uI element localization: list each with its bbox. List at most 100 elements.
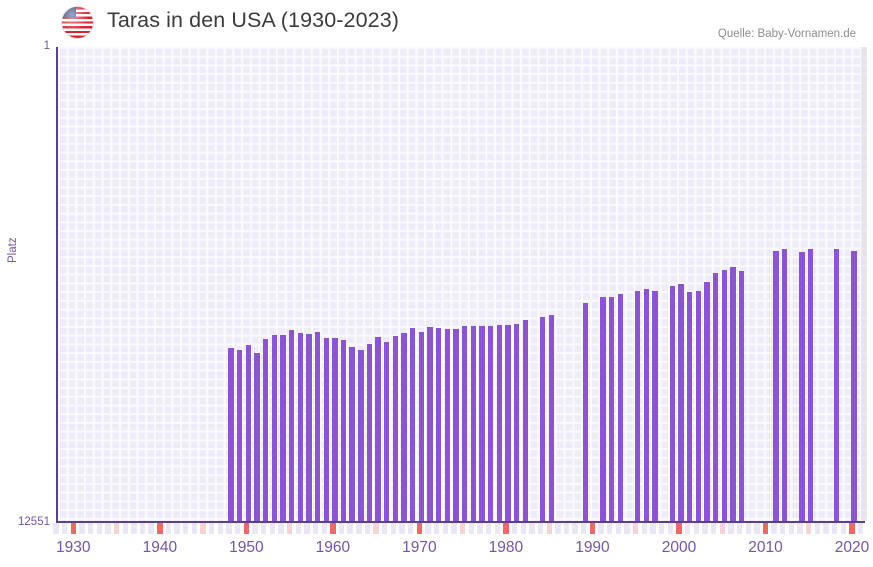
- x-axis-label: 1990: [575, 539, 610, 556]
- x-axis-tick-minor: [615, 523, 622, 534]
- bar: [548, 314, 554, 521]
- flag-gloss: [62, 7, 93, 38]
- x-axis-tick-minor: [139, 523, 146, 534]
- x-axis-tick-minor: [563, 523, 570, 534]
- x-axis-tick-minor: [61, 523, 68, 534]
- x-axis-tick-minor: [832, 523, 838, 534]
- x-axis-tick-minor: [667, 523, 673, 534]
- x-axis-tick-minor: [598, 523, 604, 534]
- x-axis-tick-minor: [286, 523, 293, 534]
- x-axis-tick-minor: [113, 523, 120, 534]
- x-axis-tick-minor: [174, 523, 180, 534]
- x-axis-tick-minor: [105, 523, 111, 534]
- x-axis-tick-major: [849, 523, 855, 534]
- x-axis-tick-minor: [347, 523, 353, 534]
- bar: [349, 346, 355, 521]
- x-axis-tick-minor: [226, 523, 232, 534]
- bar: [314, 332, 321, 521]
- x-axis-tick-minor: [304, 523, 310, 534]
- x-axis-tick-minor: [728, 523, 734, 534]
- bar: [427, 327, 433, 521]
- x-axis-tick-minor: [468, 523, 474, 534]
- x-axis-tick-minor: [79, 523, 85, 534]
- x-axis-tick-minor: [814, 523, 821, 534]
- bar: [366, 344, 373, 521]
- x-axis-tick-minor: [840, 523, 847, 534]
- bar: [470, 325, 476, 521]
- bar: [237, 350, 243, 521]
- bar: [392, 335, 399, 521]
- y-axis-top-label: 1: [43, 40, 50, 52]
- x-axis-tick-minor: [477, 523, 483, 534]
- bar: [635, 290, 641, 521]
- bar: [617, 293, 624, 521]
- bar: [297, 332, 303, 521]
- bar: [539, 317, 546, 521]
- x-axis-tick-minor: [217, 523, 224, 534]
- bar: [600, 297, 606, 521]
- bar: [453, 329, 459, 521]
- x-axis-tick-minor: [771, 523, 777, 534]
- source-attribution: Quelle: Baby-Vornamen.de: [717, 28, 856, 40]
- x-axis-tick-minor: [425, 523, 431, 534]
- x-axis-label: 2020: [834, 539, 870, 556]
- x-axis-tick-minor: [53, 523, 59, 534]
- x-axis-tick-minor: [260, 523, 267, 534]
- x-axis-tick-minor: [209, 523, 215, 534]
- x-axis-tick-minor: [581, 523, 587, 534]
- bar: [306, 334, 312, 521]
- x-axis-tick-minor: [745, 523, 751, 534]
- x-axis-tick-minor: [87, 523, 94, 534]
- y-axis-bottom-label: 12551: [18, 516, 50, 528]
- x-axis-line: [56, 521, 865, 523]
- x-axis-tick-minor: [546, 523, 552, 534]
- bar: [730, 266, 736, 521]
- x-axis-tick-minor: [122, 523, 128, 534]
- bar: [323, 337, 329, 521]
- x-axis-tick-minor: [364, 523, 371, 534]
- bar: [513, 323, 520, 521]
- bar: [808, 249, 814, 521]
- bar: [262, 339, 269, 521]
- x-axis-tick-minor: [754, 523, 760, 534]
- x-axis-tick-minor: [693, 523, 699, 534]
- bar: [418, 331, 425, 521]
- x-axis-tick-minor: [183, 523, 189, 534]
- y-axis-ticks: 1 12551: [0, 40, 50, 528]
- x-axis-tick-minor: [857, 523, 864, 534]
- x-axis-tick-major: [676, 523, 682, 534]
- x-axis-label: 2010: [748, 539, 783, 556]
- x-axis-tick-minor: [295, 523, 301, 534]
- x-axis-tick-minor: [96, 523, 102, 534]
- y-axis-title: Platz: [7, 237, 19, 263]
- x-axis-tick-minor: [390, 523, 397, 534]
- x-axis-tick-minor: [338, 523, 345, 534]
- x-axis-tick-minor: [165, 523, 172, 534]
- bar: [487, 325, 494, 521]
- bar: [712, 272, 719, 521]
- x-axis-tick-minor: [382, 523, 388, 534]
- no-data-region-shade: [860, 47, 867, 521]
- x-axis-tick-major: [157, 523, 163, 534]
- x-axis-tick-minor: [806, 523, 812, 534]
- bar: [643, 289, 650, 521]
- x-axis-tick-major: [416, 523, 423, 534]
- bar-series: [58, 47, 867, 521]
- x-axis-tick-minor: [511, 523, 518, 534]
- x-axis-tick-major: [762, 523, 769, 534]
- bar: [704, 281, 710, 521]
- bar: [695, 290, 701, 521]
- us-flag-icon: [62, 7, 93, 38]
- x-axis-tick-minor: [607, 523, 613, 534]
- bar: [583, 303, 589, 521]
- x-axis-tick-minor: [520, 523, 526, 534]
- bar: [479, 326, 485, 521]
- x-axis-tick-minor: [736, 523, 743, 534]
- bar: [799, 252, 805, 521]
- bar: [410, 327, 416, 521]
- x-axis-tick-minor: [494, 523, 500, 534]
- bar: [288, 330, 295, 521]
- bar: [340, 340, 347, 521]
- x-axis-tick-minor: [485, 523, 492, 534]
- bar: [461, 325, 468, 521]
